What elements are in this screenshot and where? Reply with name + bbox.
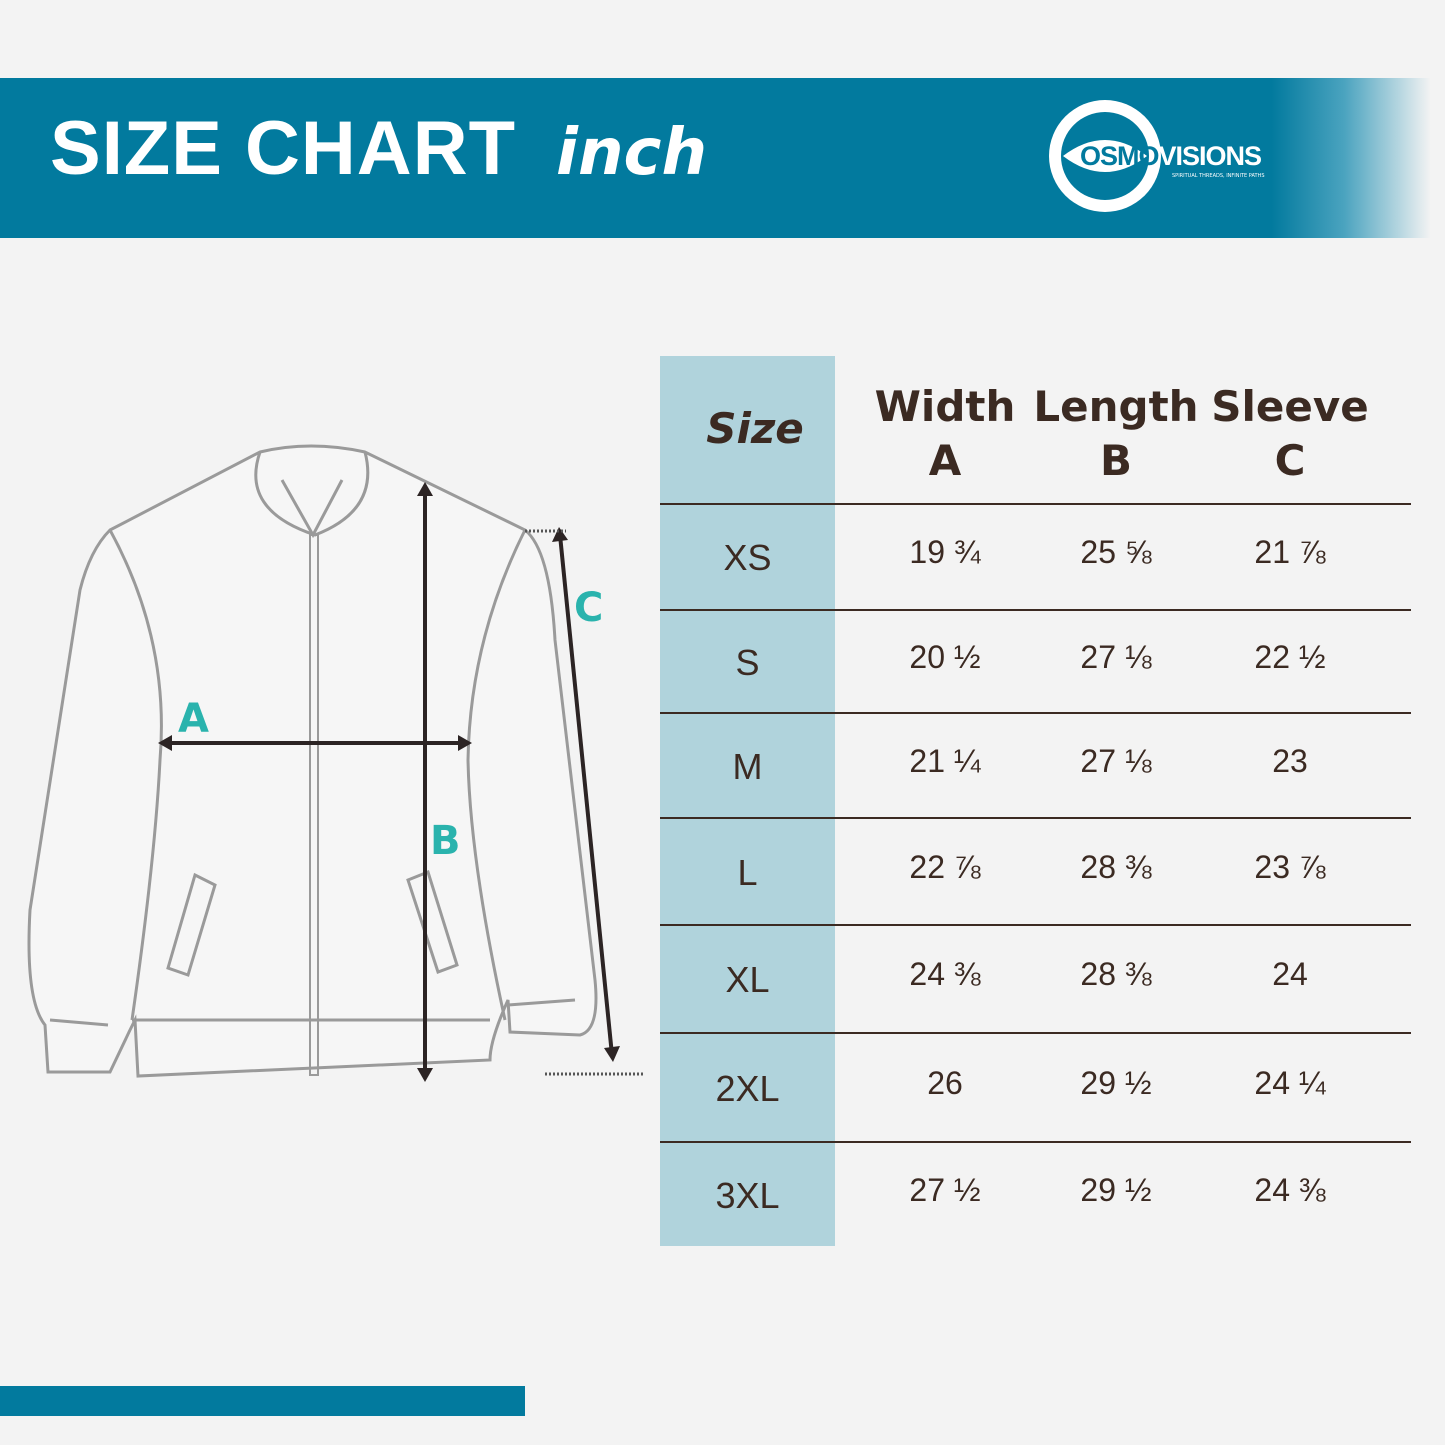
measure-label-c: C	[574, 585, 604, 631]
header-band	[0, 78, 1445, 238]
brand-logo	[1049, 100, 1161, 212]
width-cell: 27 ½	[909, 1171, 981, 1208]
measure-label-b: B	[430, 818, 461, 864]
width-cell: 24 ⅜	[909, 956, 981, 992]
logo-wordmark: OSMOVISIONS	[1080, 141, 1262, 171]
sleeve-cell: 22 ½	[1254, 638, 1326, 675]
width-cell: 26	[927, 1064, 963, 1101]
row-divider	[660, 924, 1411, 926]
unit-label: inch	[556, 116, 707, 190]
size-cell: 2XL	[715, 1067, 780, 1109]
title-row: SIZE CHART inch	[50, 104, 707, 198]
length-cell: 27 ⅛	[1080, 742, 1152, 779]
footer-bar	[0, 1386, 525, 1416]
size-cell: M	[732, 745, 763, 787]
size-cell: 3XL	[715, 1174, 780, 1216]
column-header-size: Size	[706, 404, 804, 453]
width-cell: 19 ¾	[909, 534, 981, 570]
length-cell: 25 ⅝	[1080, 534, 1152, 570]
sleeve-cell: 24	[1272, 956, 1308, 992]
column-header-sleeve: Sleeve C	[1211, 382, 1369, 485]
column-header-width: Width A	[874, 382, 1016, 485]
size-column-background	[660, 356, 835, 1246]
page-title: SIZE CHART	[50, 106, 516, 191]
length-cell: 28 ⅜	[1080, 848, 1152, 885]
length-cell: 27 ⅛	[1080, 638, 1152, 675]
logo-tagline: SPIRITUAL THREADS, INFINITE PATHS	[1172, 173, 1265, 179]
column-header-length: Length B	[1033, 382, 1199, 485]
row-divider	[660, 1141, 1411, 1143]
sleeve-cell: 23	[1272, 742, 1308, 779]
jacket-diagram	[27, 444, 644, 1082]
row-divider	[660, 1032, 1411, 1034]
sleeve-cell: 23 ⅞	[1254, 848, 1326, 885]
row-divider	[660, 712, 1411, 714]
row-divider	[660, 609, 1411, 611]
width-cell: 21 ¼	[909, 742, 981, 779]
length-cell: 28 ⅜	[1080, 956, 1152, 992]
length-cell: 29 ½	[1080, 1064, 1152, 1101]
sleeve-cell: 24 ¼	[1254, 1064, 1326, 1101]
sleeve-cell: 21 ⅞	[1254, 534, 1326, 570]
size-cell: XS	[723, 537, 772, 578]
length-cell: 29 ½	[1080, 1171, 1152, 1208]
width-cell: 22 ⅞	[909, 848, 981, 885]
row-divider	[660, 817, 1411, 819]
sleeve-cell: 24 ⅜	[1254, 1171, 1326, 1208]
row-divider	[660, 503, 1411, 505]
size-cell: S	[735, 641, 760, 683]
width-cell: 20 ½	[909, 638, 981, 675]
measure-label-a: A	[178, 696, 209, 742]
size-cell: L	[737, 851, 758, 893]
size-cell: XL	[725, 959, 770, 1000]
